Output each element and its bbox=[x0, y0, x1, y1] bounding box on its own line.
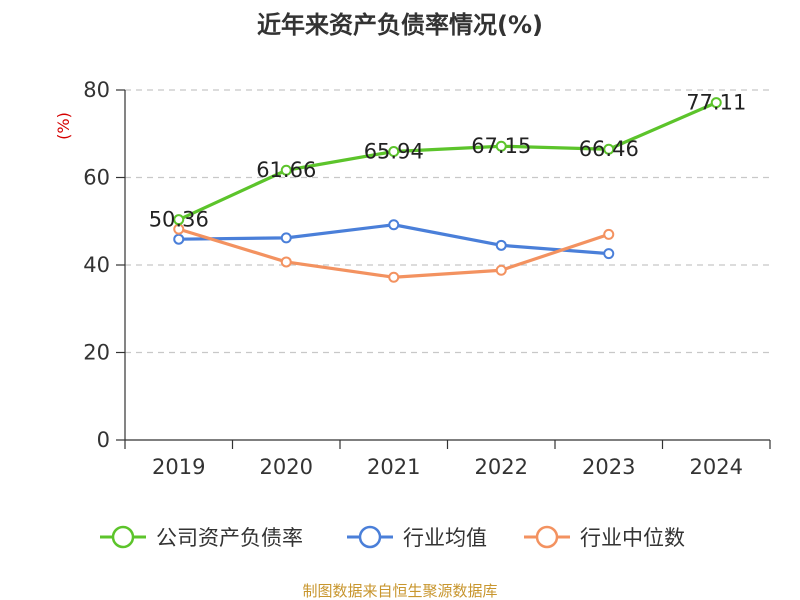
data-labels: 50.36 61.66 65.94 67.15 66.46 77.11 bbox=[149, 91, 747, 232]
x-tick-label-2023: 2023 bbox=[582, 455, 635, 479]
source-note: 制图数据来自恒生聚源数据库 bbox=[302, 582, 497, 600]
legend-item-3[interactable]: 行业中位数 bbox=[524, 525, 685, 550]
data-point-1-2019 bbox=[173, 214, 185, 226]
legend-marker-1 bbox=[111, 525, 135, 549]
data-point-2-2019 bbox=[173, 233, 185, 245]
series-line-1 bbox=[177, 101, 718, 222]
data-point-2-2023 bbox=[603, 248, 615, 260]
legend-item-1[interactable]: 公司资产负债率 bbox=[100, 525, 303, 550]
data-label-2022: 67.15 bbox=[471, 134, 531, 158]
legend-label-2: 行业均值 bbox=[403, 526, 487, 550]
data-point-1-2024 bbox=[710, 97, 722, 109]
data-point-3-2022 bbox=[495, 264, 507, 276]
x-tick-label-2020: 2020 bbox=[260, 455, 313, 479]
grid-lines bbox=[125, 89, 770, 354]
y-tick-label-80: 80 bbox=[83, 78, 110, 102]
legend-marker-2 bbox=[358, 525, 382, 549]
x-tick-label-2021: 2021 bbox=[367, 455, 420, 479]
series-layer bbox=[173, 97, 722, 283]
data-label-2019: 50.36 bbox=[149, 208, 209, 232]
series-3 bbox=[173, 223, 615, 283]
data-label-2020: 61.66 bbox=[256, 158, 316, 182]
data-point-2-2021 bbox=[388, 219, 400, 231]
legend-label-3: 行业中位数 bbox=[580, 526, 685, 550]
axes: 0 20 40 60 80 2019 2020 2021 2022 2023 2024 bbox=[83, 78, 771, 479]
series-line-3 bbox=[177, 227, 611, 279]
y-axis-unit: (%) bbox=[54, 112, 73, 140]
series-2 bbox=[173, 219, 615, 260]
legend[interactable]: 公司资产负债率 行业均值 行业中位数 bbox=[100, 525, 685, 550]
data-point-3-2021 bbox=[388, 271, 400, 283]
data-point-1-2022 bbox=[495, 140, 507, 152]
legend-marker-3 bbox=[535, 525, 559, 549]
data-point-1-2023 bbox=[603, 143, 615, 155]
data-label-2023: 66.46 bbox=[579, 137, 639, 161]
x-tick-label-2024: 2024 bbox=[690, 455, 743, 479]
y-tick-label-40: 40 bbox=[83, 253, 110, 277]
x-tick-label-2019: 2019 bbox=[152, 455, 205, 479]
data-label-2021: 65.94 bbox=[364, 140, 424, 164]
data-point-3-2020 bbox=[280, 256, 292, 268]
data-point-1-2021 bbox=[388, 146, 400, 158]
data-point-2-2020 bbox=[280, 232, 292, 244]
y-tick-label-60: 60 bbox=[83, 166, 110, 190]
chart-title: 近年来资产负债率情况(%) bbox=[257, 11, 543, 39]
data-point-1-2020 bbox=[280, 164, 292, 176]
data-label-2024: 77.11 bbox=[686, 91, 746, 115]
legend-label-1: 公司资产负债率 bbox=[156, 526, 303, 550]
data-point-2-2022 bbox=[495, 239, 507, 251]
x-tick-label-2022: 2022 bbox=[475, 455, 528, 479]
legend-item-2[interactable]: 行业均值 bbox=[347, 525, 487, 550]
series-1 bbox=[173, 97, 722, 226]
data-point-3-2023 bbox=[603, 228, 615, 240]
y-tick-label-20: 20 bbox=[83, 341, 110, 365]
y-tick-label-0: 0 bbox=[97, 428, 110, 452]
